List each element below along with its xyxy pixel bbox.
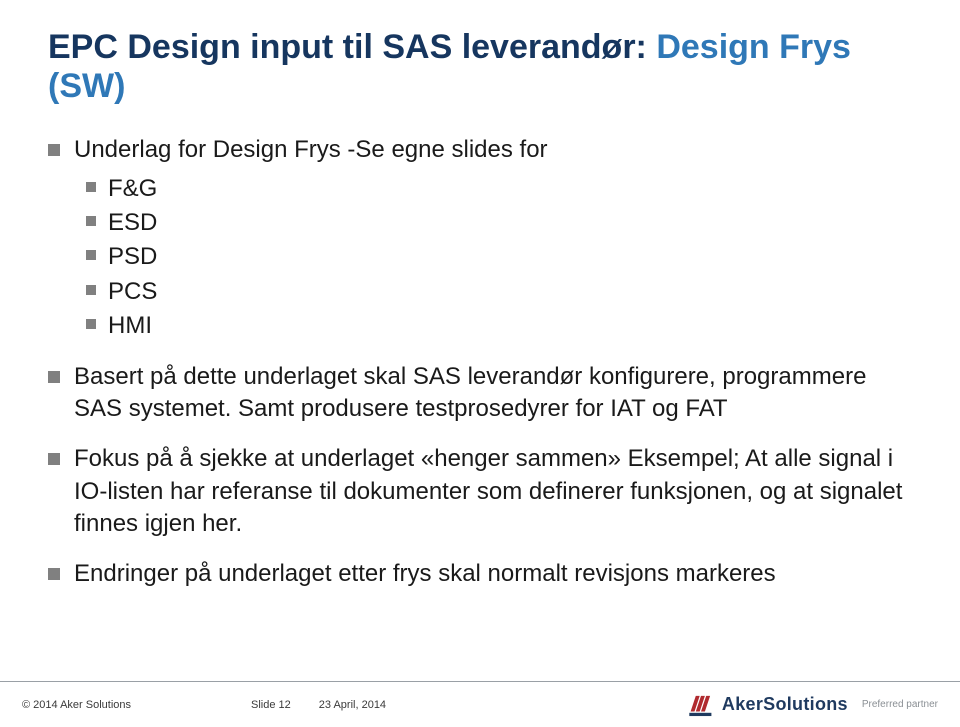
bullet-text: Fokus på å sjekke at underlaget «henger … [74, 443, 912, 540]
bullet-item: Basert på dette underlaget skal SAS leve… [48, 361, 912, 426]
title-main: EPC Design input til SAS leverandør: [48, 28, 656, 66]
sub-bullet-item: PCS [86, 276, 912, 308]
square-bullet-icon [48, 144, 60, 156]
brand-mark-icon [688, 692, 714, 718]
bullet-text: Underlag for Design Frys -Se egne slides… [74, 134, 548, 166]
bullet-item: Endringer på underlaget etter frys skal … [48, 558, 912, 590]
bullet-text: Basert på dette underlaget skal SAS leve… [74, 361, 912, 426]
bullet-item: Fokus på å sjekke at underlaget «henger … [48, 443, 912, 540]
sub-bullet-text: HMI [108, 310, 152, 342]
square-bullet-icon [86, 250, 96, 260]
footer-copyright: © 2014 Aker Solutions [22, 699, 131, 711]
slide: EPC Design input til SAS leverandør: Des… [0, 0, 960, 727]
brand-name: AkerSolutions [722, 694, 848, 715]
square-bullet-icon [86, 285, 96, 295]
bullet-list: Underlag for Design Frys -Se egne slides… [48, 134, 912, 591]
square-bullet-icon [86, 182, 96, 192]
sub-bullet-list: F&G ESD PSD PCS HMI [86, 173, 912, 343]
brand-tagline: Preferred partner [862, 699, 938, 710]
sub-bullet-text: F&G [108, 173, 157, 205]
square-bullet-icon [86, 216, 96, 226]
footer-slide-number: Slide 12 [251, 699, 291, 711]
sub-bullet-text: PCS [108, 276, 157, 308]
sub-bullet-item: PSD [86, 241, 912, 273]
square-bullet-icon [86, 319, 96, 329]
brand-logo: AkerSolutions Preferred partner [688, 692, 938, 718]
square-bullet-icon [48, 371, 60, 383]
bullet-item: Underlag for Design Frys -Se egne slides… [48, 134, 912, 342]
sub-bullet-text: PSD [108, 241, 157, 273]
sub-bullet-item: ESD [86, 207, 912, 239]
sub-bullet-text: ESD [108, 207, 157, 239]
square-bullet-icon [48, 453, 60, 465]
slide-title: EPC Design input til SAS leverandør: Des… [48, 28, 912, 106]
sub-bullet-item: F&G [86, 173, 912, 205]
sub-bullet-item: HMI [86, 310, 912, 342]
footer-date: 23 April, 2014 [319, 699, 386, 711]
square-bullet-icon [48, 568, 60, 580]
bullet-text: Endringer på underlaget etter frys skal … [74, 558, 776, 590]
slide-footer: © 2014 Aker Solutions Slide 12 23 April,… [0, 681, 960, 727]
